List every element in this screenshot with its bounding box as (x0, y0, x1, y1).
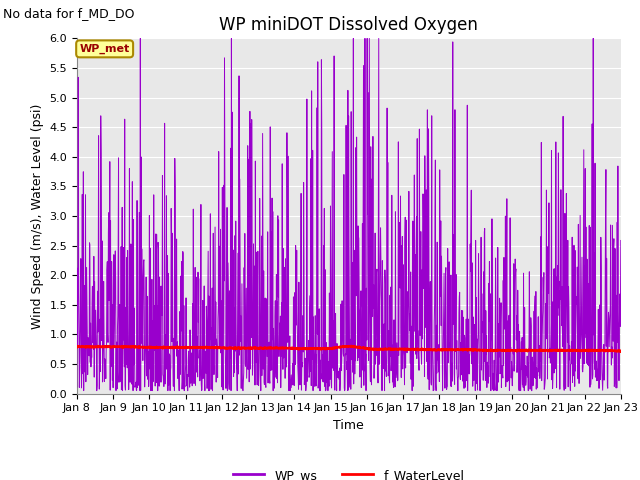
Text: No data for f_MD_DO: No data for f_MD_DO (3, 7, 134, 20)
Text: WP_met: WP_met (79, 44, 130, 54)
Legend: WP_ws, f_WaterLevel: WP_ws, f_WaterLevel (228, 464, 470, 480)
Title: WP miniDOT Dissolved Oxygen: WP miniDOT Dissolved Oxygen (220, 16, 478, 34)
X-axis label: Time: Time (333, 419, 364, 432)
Y-axis label: Wind Speed (m/s), Water Level (psi): Wind Speed (m/s), Water Level (psi) (31, 103, 44, 329)
